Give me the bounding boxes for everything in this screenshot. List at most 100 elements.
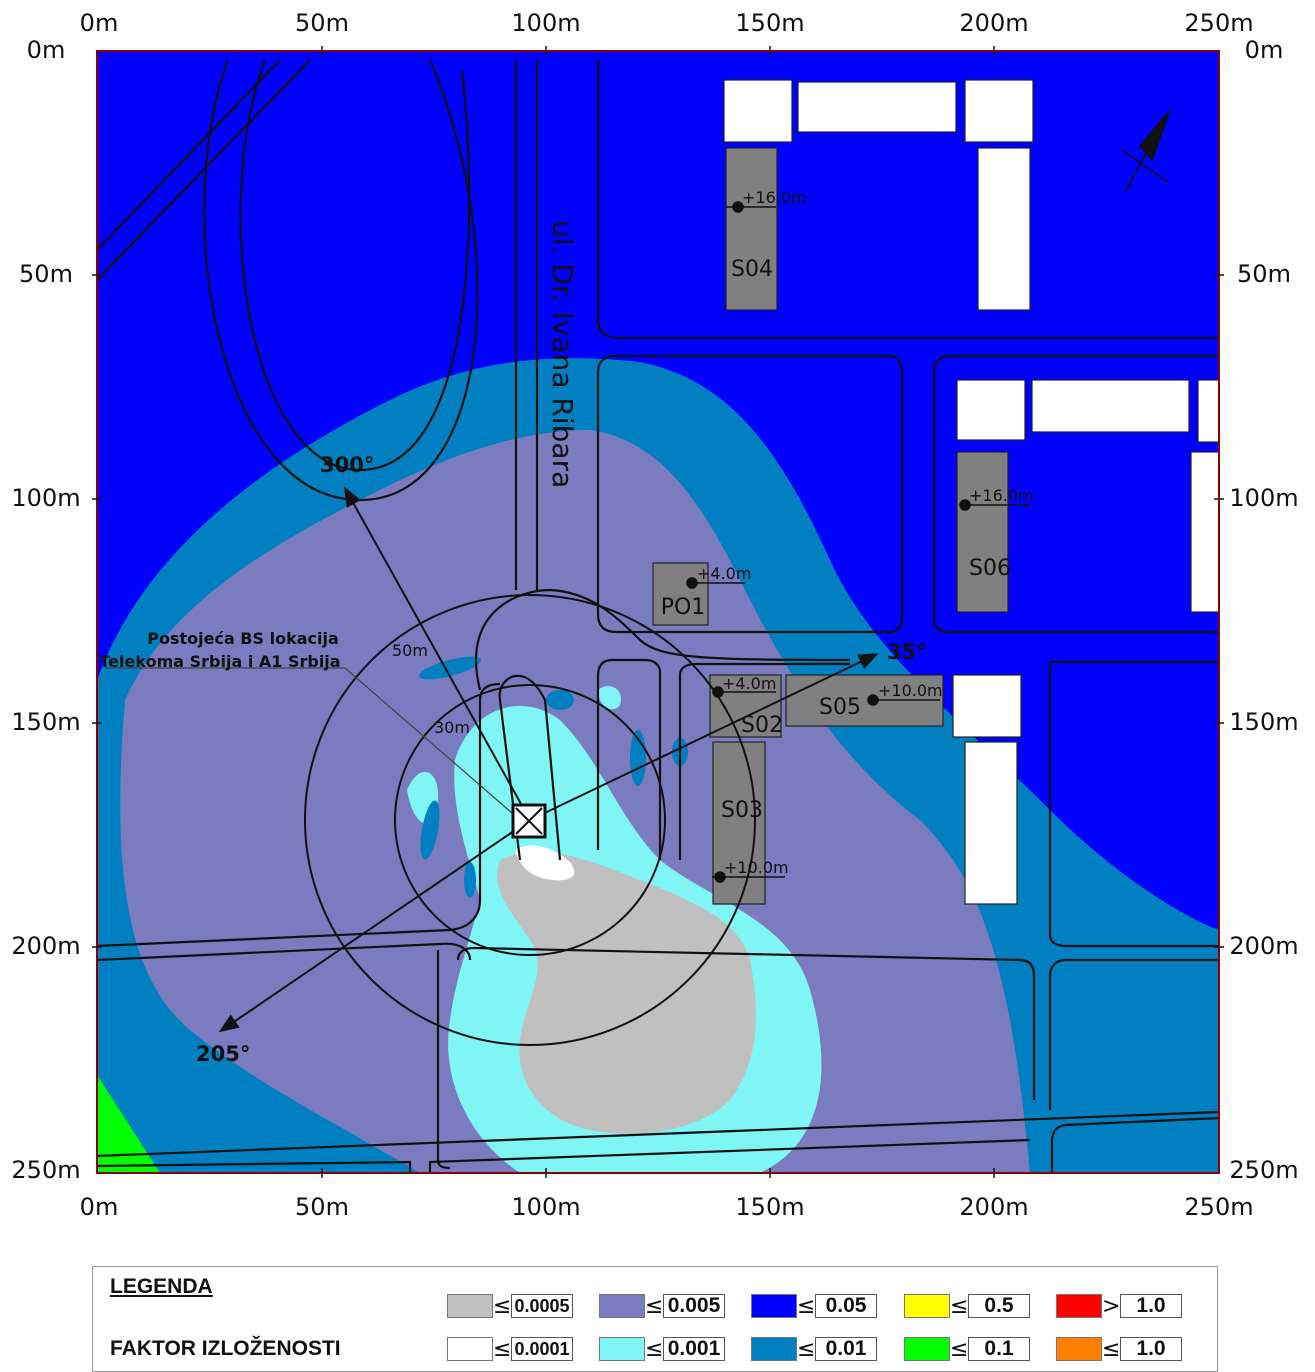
legend-item: ≤0.5 xyxy=(904,1293,1030,1319)
legend-swatch xyxy=(904,1337,950,1361)
left-tick-label: 200m xyxy=(11,932,80,960)
left-tick-label: 50m xyxy=(19,260,73,288)
right-tick-label: 0m xyxy=(1245,36,1284,64)
legend-swatch xyxy=(447,1337,493,1361)
exposure-zones xyxy=(97,51,1219,1173)
left-tick-label: 250m xyxy=(11,1156,80,1184)
legend-swatch xyxy=(751,1337,797,1361)
legend-value: 1.0 xyxy=(1120,1337,1182,1361)
legend-title: LEGENDA xyxy=(110,1275,213,1298)
bottom-tick-label: 100m xyxy=(511,1193,580,1221)
azimuth-300-label: 300° xyxy=(320,453,374,477)
building-S05-name: S05 xyxy=(819,695,861,720)
building-PO1-name: PO1 xyxy=(661,595,706,620)
point-S06-icon xyxy=(959,499,1030,511)
legend-value: 0.0001 xyxy=(511,1337,573,1361)
left-tick-label: 100m xyxy=(11,484,80,512)
azimuth-205-label: 205° xyxy=(196,1042,250,1066)
bottom-tick-label: 0m xyxy=(80,1193,119,1221)
top-tick-label: 250m xyxy=(1184,9,1253,37)
site-label-line1: Postojeća BS lokacija xyxy=(147,629,339,648)
left-tick-label: 0m xyxy=(27,36,66,64)
legend-swatch xyxy=(751,1294,797,1318)
legend-value: 0.0005 xyxy=(511,1294,573,1318)
building-PO1-height: +4.0m xyxy=(697,564,751,583)
legend-item: ≤0.0005 xyxy=(447,1293,573,1319)
top-tick-label: 0m xyxy=(80,9,119,37)
right-tick-label: 200m xyxy=(1229,932,1298,960)
legend-operator: ≤ xyxy=(950,1293,969,1319)
top-tick-label: 100m xyxy=(511,9,580,37)
site-label-line2: Telekoma Srbija i A1 Srbija xyxy=(99,652,340,671)
building-S04 xyxy=(725,147,778,311)
exposure-map: 0m 50m 100m 150m 200m 250m 0m 50m 100m 1… xyxy=(11,9,1298,1221)
legend-swatch xyxy=(447,1294,493,1318)
right-tick-label: 150m xyxy=(1229,708,1298,736)
bottom-tick-label: 150m xyxy=(735,1193,804,1221)
bottom-axis: 0m 50m 100m 150m 200m 250m xyxy=(80,1193,1254,1221)
site-leader-line xyxy=(105,667,521,821)
building-S03-height: +10.0m xyxy=(724,858,789,877)
legend-value: 0.05 xyxy=(815,1294,877,1318)
legend-item: ≤0.0001 xyxy=(447,1336,573,1362)
legend-operator: ≤ xyxy=(1102,1336,1121,1362)
measurement-points xyxy=(686,201,1030,883)
top-tick-label: 150m xyxy=(735,9,804,37)
legend-operator: ≤ xyxy=(493,1293,512,1319)
legend-swatch xyxy=(599,1294,645,1318)
legend-item: ≤0.001 xyxy=(599,1336,725,1362)
legend-subtitle: FAKTOR IZLOŽENOSTI xyxy=(110,1337,341,1360)
azimuth-300-line xyxy=(344,486,531,821)
point-PO1-icon xyxy=(686,577,745,589)
legend-value: 0.001 xyxy=(663,1337,725,1361)
left-tick-label: 150m xyxy=(11,708,80,736)
bottom-tick-label: 50m xyxy=(295,1193,349,1221)
point-S03-icon xyxy=(712,871,785,883)
right-tick-label: 250m xyxy=(1229,1156,1298,1184)
legend-item: >1.0 xyxy=(1056,1293,1182,1319)
top-tick-label: 200m xyxy=(959,9,1028,37)
building-S05-height: +10.0m xyxy=(878,681,943,700)
building-S02-name: S02 xyxy=(741,713,783,738)
right-tick-label: 50m xyxy=(1237,260,1291,288)
legend-value: 1.0 xyxy=(1120,1294,1182,1318)
legend-operator: ≤ xyxy=(950,1336,969,1362)
zone-0.1 xyxy=(97,1075,160,1173)
right-axis: 0m 50m 100m 150m 200m 250m xyxy=(1229,36,1298,1184)
point-S05-icon xyxy=(867,694,940,706)
right-tick-label: 100m xyxy=(1229,484,1298,512)
legend-item: ≤0.1 xyxy=(904,1336,1030,1362)
zone-0.001-spot xyxy=(598,685,621,710)
legend-operator: ≤ xyxy=(797,1336,816,1362)
building-S06 xyxy=(956,451,1009,613)
legend-swatch xyxy=(1056,1337,1102,1361)
top-axis: 0m 50m 100m 150m 200m 250m xyxy=(80,9,1254,37)
building-S06-height: +16.0m xyxy=(969,486,1034,505)
legend-operator: ≤ xyxy=(797,1293,816,1319)
building-S02-height: +4.0m xyxy=(722,674,776,693)
range-circle-50m xyxy=(304,594,756,1046)
legend-swatch xyxy=(904,1294,950,1318)
legend-value: 0.5 xyxy=(968,1294,1030,1318)
building-S04-height: +16.0m xyxy=(742,188,807,207)
building-S06-name: S06 xyxy=(969,556,1011,581)
radius-50m-label: 50m xyxy=(392,641,428,660)
north-arrow-icon xyxy=(1121,109,1171,193)
building-PO1 xyxy=(652,562,709,626)
building-labels: S04 +16.0m S06 +16.0m PO1 +4.0m S02 +4.0… xyxy=(661,188,1034,877)
legend-item: ≤0.005 xyxy=(599,1293,725,1319)
range-circle-30m xyxy=(394,684,666,956)
bottom-tick-label: 200m xyxy=(959,1193,1028,1221)
point-S04-icon xyxy=(726,201,776,213)
legend-item: ≤0.05 xyxy=(751,1293,877,1319)
axis-ticks xyxy=(92,46,1224,1178)
legend-operator: ≤ xyxy=(645,1293,664,1319)
map-frame xyxy=(96,50,1220,1174)
antenna-site-icon xyxy=(511,803,547,839)
left-axis: 0m 50m 100m 150m 200m 250m xyxy=(11,36,80,1184)
legend-item: ≤0.01 xyxy=(751,1336,877,1362)
azimuth-205-line xyxy=(218,819,531,1033)
legend-swatch xyxy=(1056,1294,1102,1318)
zone-0.0005 xyxy=(497,851,756,1134)
legend-value: 0.1 xyxy=(968,1337,1030,1361)
